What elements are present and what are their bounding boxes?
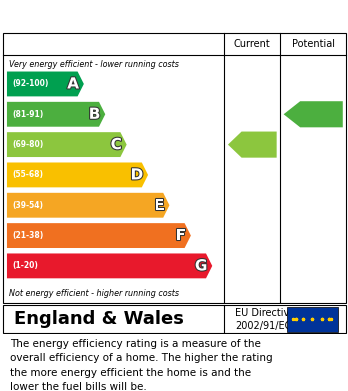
Polygon shape — [7, 132, 127, 157]
Text: EU Directive
2002/91/EC: EU Directive 2002/91/EC — [235, 308, 295, 331]
Text: A: A — [67, 77, 79, 91]
Text: The energy efficiency rating is a measure of the
overall efficiency of a home. T: The energy efficiency rating is a measur… — [10, 339, 273, 391]
Text: 69: 69 — [246, 138, 264, 151]
Text: Potential: Potential — [292, 39, 335, 49]
Text: Energy Efficiency Rating: Energy Efficiency Rating — [9, 10, 219, 25]
Bar — [287, 307, 338, 332]
Text: Very energy efficient - lower running costs: Very energy efficient - lower running co… — [9, 60, 179, 69]
Text: (55-68): (55-68) — [12, 170, 43, 179]
Polygon shape — [7, 223, 191, 248]
Text: (92-100): (92-100) — [12, 79, 49, 88]
Text: Not energy efficient - higher running costs: Not energy efficient - higher running co… — [9, 289, 179, 298]
Polygon shape — [7, 193, 169, 218]
Text: (81-91): (81-91) — [12, 110, 44, 119]
Polygon shape — [7, 163, 148, 187]
Text: B: B — [89, 107, 100, 122]
Text: England & Wales: England & Wales — [14, 310, 184, 328]
Text: (21-38): (21-38) — [12, 231, 44, 240]
Text: D: D — [130, 167, 143, 183]
Text: E: E — [154, 198, 165, 213]
Polygon shape — [7, 102, 105, 127]
Text: (69-80): (69-80) — [12, 140, 44, 149]
Text: (1-20): (1-20) — [12, 262, 38, 271]
Polygon shape — [228, 131, 277, 158]
Polygon shape — [7, 253, 212, 278]
Text: 83: 83 — [308, 108, 325, 121]
Text: C: C — [111, 137, 122, 152]
Text: (39-54): (39-54) — [12, 201, 43, 210]
Polygon shape — [7, 72, 84, 97]
Text: G: G — [195, 258, 207, 273]
Polygon shape — [284, 101, 343, 127]
Text: Current: Current — [234, 39, 271, 49]
Text: F: F — [176, 228, 186, 243]
